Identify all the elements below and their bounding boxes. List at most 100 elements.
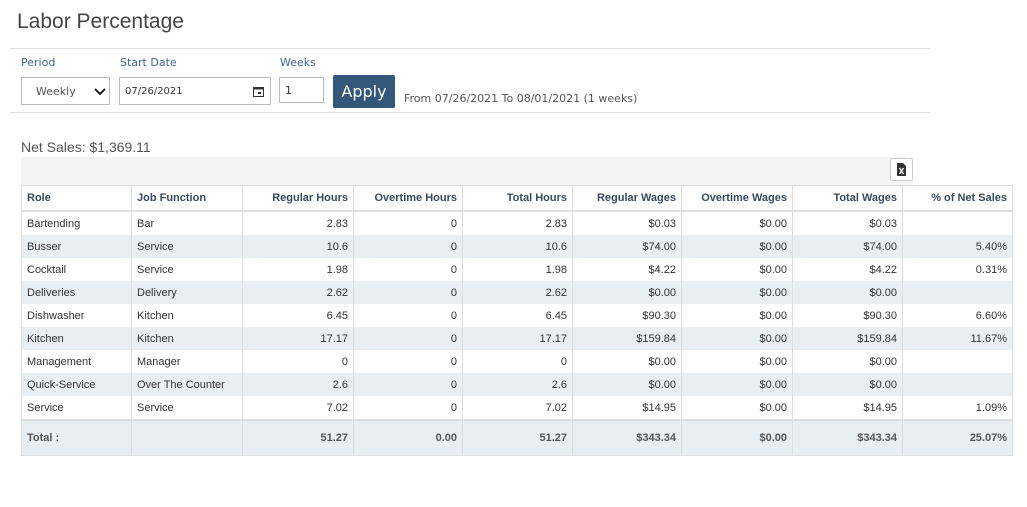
table-cell: 7.02 xyxy=(242,396,354,420)
table-cell: 2.83 xyxy=(242,211,354,235)
table-cell: Bar xyxy=(131,211,243,235)
table-cell: $159.84 xyxy=(792,327,903,350)
table-cell: 0 xyxy=(353,304,463,327)
total-cell: $343.34 xyxy=(792,419,903,456)
table-row: Management Manager 0 0 0 $0.00 $0.00 $0.00 xyxy=(21,350,1013,373)
divider xyxy=(10,112,930,113)
table-cell: 0 xyxy=(353,211,463,235)
table-cell: 0.31% xyxy=(902,258,1013,281)
table-cell: 1.98 xyxy=(242,258,354,281)
table-row: Dishwasher Kitchen 6.45 0 6.45 $90.30 $0.00 $90… xyxy=(21,304,1013,327)
table-cell: $4.22 xyxy=(792,258,903,281)
date-range: From 07/26/2021 To 08/01/2021 (1 weeks) xyxy=(404,92,638,105)
table-cell: 1.98 xyxy=(462,258,573,281)
table-cell: 2.83 xyxy=(462,211,573,235)
table-cell: $14.95 xyxy=(572,396,682,420)
table-cell: Service xyxy=(21,396,132,420)
column-header: Role xyxy=(21,185,132,212)
table-cell: $0.00 xyxy=(681,304,793,327)
table-cell: $0.00 xyxy=(681,258,793,281)
total-cell: 25.07% xyxy=(902,419,1013,456)
table-cell: 1.09% xyxy=(902,396,1013,420)
column-header: Regular Hours xyxy=(242,185,354,212)
column-header: Overtime Hours xyxy=(353,185,463,212)
table-cell: $159.84 xyxy=(572,327,682,350)
table-cell: Service xyxy=(131,235,243,258)
table-row: Bartending Bar 2.83 0 2.83 $0.03 $0.00 $0.03 xyxy=(21,211,1013,235)
table-cell: Service xyxy=(131,396,243,420)
table-cell xyxy=(902,211,1013,235)
table-cell: 0 xyxy=(353,350,463,373)
page-title: Labor Percentage xyxy=(17,10,184,33)
table-cell: 0 xyxy=(353,327,463,350)
table-cell: Kitchen xyxy=(131,327,243,350)
column-header: Total Hours xyxy=(462,185,573,212)
column-header: Total Wages xyxy=(792,185,903,212)
table-cell: $0.00 xyxy=(681,281,793,304)
weeks-input[interactable]: 1 xyxy=(279,77,324,103)
total-row: Total :51.27 0.00 51.27 $343.34 $0.00 $343.34… xyxy=(21,419,1013,456)
total-cell: $0.00 xyxy=(681,419,793,456)
table-row: Deliveries Delivery 2.62 0 2.62 $0.00 $0.00 $0.… xyxy=(21,281,1013,304)
table-cell: $14.95 xyxy=(792,396,903,420)
total-cell: 0.00 xyxy=(353,419,463,456)
start-date-value: 07/26/2021 xyxy=(125,85,183,97)
period-label: Period xyxy=(21,56,56,69)
table-cell: $0.00 xyxy=(792,373,903,396)
net-sales: Net Sales: $1,369.11 xyxy=(21,139,151,155)
table-cell: 0 xyxy=(353,281,463,304)
table-cell: 2.6 xyxy=(462,373,573,396)
table-cell: Busser xyxy=(21,235,132,258)
table-cell: 0 xyxy=(353,258,463,281)
table-cell: $0.00 xyxy=(681,211,793,235)
total-cell: Total : xyxy=(21,419,132,456)
table-cell: Delivery xyxy=(131,281,243,304)
table-row: Service Service 7.02 0 7.02 $14.95 $0.00 $14.95… xyxy=(21,396,1013,420)
table-cell: $0.00 xyxy=(681,396,793,420)
table-cell: $0.00 xyxy=(681,327,793,350)
table-row: Quick-Service Over The Counter 2.6 0 2.6 $0.0… xyxy=(21,373,1013,396)
table-cell: 2.62 xyxy=(242,281,354,304)
total-cell: 51.27 xyxy=(462,419,573,456)
table-cell: $0.00 xyxy=(681,373,793,396)
table-cell: $0.03 xyxy=(792,211,903,235)
table-cell: Service xyxy=(131,258,243,281)
table-cell: 17.17 xyxy=(242,327,354,350)
period-select[interactable]: Weekly xyxy=(21,77,110,105)
table-cell: $0.00 xyxy=(792,350,903,373)
table-cell: $0.00 xyxy=(681,235,793,258)
table-cell: 6.60% xyxy=(902,304,1013,327)
table-cell: Cocktail xyxy=(21,258,132,281)
column-header: Regular Wages xyxy=(572,185,682,212)
table-row: Cocktail Service 1.98 0 1.98 $4.22 $0.00 $4.22 0… xyxy=(21,258,1013,281)
table-row: Busser Service 10.6 0 10.6 $74.00 $0.00 $74.00 5… xyxy=(21,235,1013,258)
chevron xyxy=(94,88,106,96)
period-value: Weekly xyxy=(36,84,76,98)
start-date-label: Start Date xyxy=(120,56,177,69)
table-cell: $74.00 xyxy=(792,235,903,258)
calendar-icon xyxy=(253,87,264,97)
table-cell: Kitchen xyxy=(21,327,132,350)
table-cell: $74.00 xyxy=(572,235,682,258)
table-cell: $0.00 xyxy=(792,281,903,304)
table-cell: 0 xyxy=(462,350,573,373)
table-row: Kitchen Kitchen 17.17 0 17.17 $159.84 $0.00 $15… xyxy=(21,327,1013,350)
table-cell: Manager xyxy=(131,350,243,373)
apply-button[interactable]: Apply xyxy=(333,75,395,108)
excel-export-button[interactable] xyxy=(890,158,913,181)
total-cell: $343.34 xyxy=(572,419,682,456)
table-cell: 0 xyxy=(353,396,463,420)
table-cell: 0 xyxy=(353,235,463,258)
table-cell: 6.45 xyxy=(462,304,573,327)
table-cell: 10.6 xyxy=(462,235,573,258)
table-cell xyxy=(902,350,1013,373)
table-cell: $90.30 xyxy=(572,304,682,327)
start-date-input[interactable]: 07/26/2021 xyxy=(119,77,271,105)
header-row: Role Job Function Regular Hours Overtime Ho… xyxy=(21,185,1013,212)
weeks-label: Weeks xyxy=(280,56,316,69)
table-cell: $0.03 xyxy=(572,211,682,235)
table-cell: $0.00 xyxy=(572,373,682,396)
table-cell: $4.22 xyxy=(572,258,682,281)
total-cell: 51.27 xyxy=(242,419,354,456)
